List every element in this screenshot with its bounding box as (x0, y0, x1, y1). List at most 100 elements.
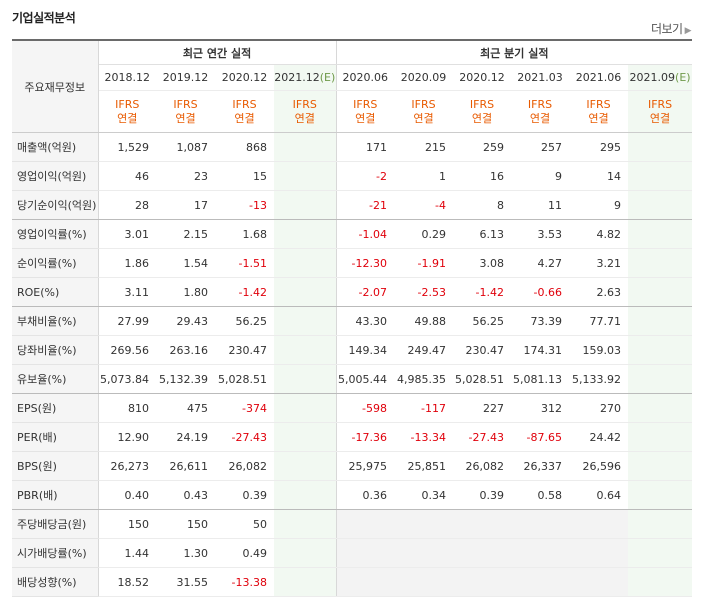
table-cell: 3.08 (453, 248, 512, 278)
table-cell: 3.53 (511, 219, 570, 249)
table-cell (274, 132, 337, 162)
table-cell: 4,985.35 (394, 364, 454, 394)
table-cell (628, 451, 693, 481)
more-link[interactable]: 더보기 ▶ (650, 20, 692, 37)
table-cell (569, 538, 629, 568)
table-cell: 17 (156, 190, 215, 220)
table-cell: -21 (336, 190, 395, 220)
annual-header: 최근 연간 실적 (98, 40, 337, 65)
table-cell: 24.42 (569, 422, 629, 452)
table-cell: 263.16 (156, 335, 215, 365)
table-cell: 5,081.13 (511, 364, 570, 394)
table-cell: 257 (511, 132, 570, 162)
table-cell: 2.15 (156, 219, 215, 249)
table-cell (274, 393, 337, 423)
table-cell (394, 509, 454, 539)
table-cell (274, 306, 337, 336)
table-cell: 26,273 (98, 451, 156, 481)
table-cell (628, 509, 693, 539)
table-cell: 56.25 (453, 306, 512, 336)
table-cell: 249.47 (394, 335, 454, 365)
table-cell: -12.30 (336, 248, 395, 278)
table-cell (628, 538, 693, 568)
table-cell: 295 (569, 132, 629, 162)
table-cell: 73.39 (511, 306, 570, 336)
table-cell: 49.88 (394, 306, 454, 336)
table-cell: -2.53 (394, 277, 454, 307)
quarter-header: 최근 분기 실적 (336, 40, 693, 65)
row-label: 배당성향(%) (12, 567, 99, 597)
table-cell: 27.99 (98, 306, 156, 336)
period-header: 2018.12 (98, 64, 156, 91)
row-label: 영업이익(억원) (12, 161, 99, 191)
table-cell: 230.47 (453, 335, 512, 365)
period-header: 2019.12 (156, 64, 215, 91)
table-cell: -17.36 (336, 422, 395, 452)
table-cell: 6.13 (453, 219, 512, 249)
table-cell: 1,087 (156, 132, 215, 162)
table-cell (336, 509, 395, 539)
row-label: 영업이익률(%) (12, 219, 99, 249)
table-cell: 46 (98, 161, 156, 191)
table-cell (628, 248, 693, 278)
table-cell (628, 480, 693, 510)
table-cell: 312 (511, 393, 570, 423)
table-cell (453, 567, 512, 597)
table-cell: 0.64 (569, 480, 629, 510)
table-cell (453, 538, 512, 568)
table-cell: 2.63 (569, 277, 629, 307)
table-cell: 24.19 (156, 422, 215, 452)
table-cell (274, 422, 337, 452)
ifrs-label: IFRS 연결 (274, 90, 337, 133)
table-cell (628, 132, 693, 162)
table-cell (628, 567, 693, 597)
table-row: 당기순이익(억원) 28 17 -13 -21 -4 8 11 9 (12, 190, 693, 220)
table-cell: 5,028.51 (453, 364, 512, 394)
table-cell: 810 (98, 393, 156, 423)
row-label: EPS(원) (12, 393, 99, 423)
period-header: 2020.12 (453, 64, 512, 91)
table-cell: 5,028.51 (215, 364, 274, 394)
table-cell (394, 538, 454, 568)
table-cell (453, 509, 512, 539)
table-cell: -1.04 (336, 219, 395, 249)
table-cell (628, 190, 693, 220)
more-label: 더보기 (650, 22, 683, 36)
table-cell: 0.39 (453, 480, 512, 510)
table-cell (274, 509, 337, 539)
ifrs-label: IFRS 연결 (98, 90, 156, 133)
table-cell: 227 (453, 393, 512, 423)
table-cell: 14 (569, 161, 629, 191)
table-row: PER(배) 12.90 24.19 -27.43 -17.36 -13.34 -27.43… (12, 422, 693, 452)
ifrs-row: IFRS 연결 IFRS 연결 IFRS 연결 IFRS 연결 IFRS 연결 IFRS 연결 IFRS… (12, 90, 693, 133)
table-cell: 0.58 (511, 480, 570, 510)
table-cell: 5,133.92 (569, 364, 629, 394)
table-cell: 1.30 (156, 538, 215, 568)
table-cell: -13.34 (394, 422, 454, 452)
row-label: ROE(%) (12, 277, 99, 307)
table-cell: -1.42 (453, 277, 512, 307)
chevron-right-icon: ▶ (684, 26, 692, 36)
table-cell: -1.91 (394, 248, 454, 278)
table-cell: -87.65 (511, 422, 570, 452)
table-row: BPS(원) 26,273 26,611 26,082 25,975 25,851 26,0… (12, 451, 693, 481)
period-header: 2021.09(E) (628, 64, 693, 91)
table-cell: 0.36 (336, 480, 395, 510)
table-cell (628, 219, 693, 249)
table-cell: 174.31 (511, 335, 570, 365)
table-cell (569, 567, 629, 597)
table-cell: 1.86 (98, 248, 156, 278)
table-cell: 26,596 (569, 451, 629, 481)
table-row: ROE(%) 3.11 1.80 -1.42 -2.07 -2.53 -1.42 -0.66 2… (12, 277, 693, 307)
table-cell: 56.25 (215, 306, 274, 336)
table-cell: 270 (569, 393, 629, 423)
table-cell: 1.54 (156, 248, 215, 278)
table-cell: 149.34 (336, 335, 395, 365)
row-label: PER(배) (12, 422, 99, 452)
table-cell: 1.44 (98, 538, 156, 568)
row-label: 당좌비율(%) (12, 335, 99, 365)
table-cell: 259 (453, 132, 512, 162)
table-cell: 4.82 (569, 219, 629, 249)
table-cell: -1.51 (215, 248, 274, 278)
row-label: 순이익률(%) (12, 248, 99, 278)
